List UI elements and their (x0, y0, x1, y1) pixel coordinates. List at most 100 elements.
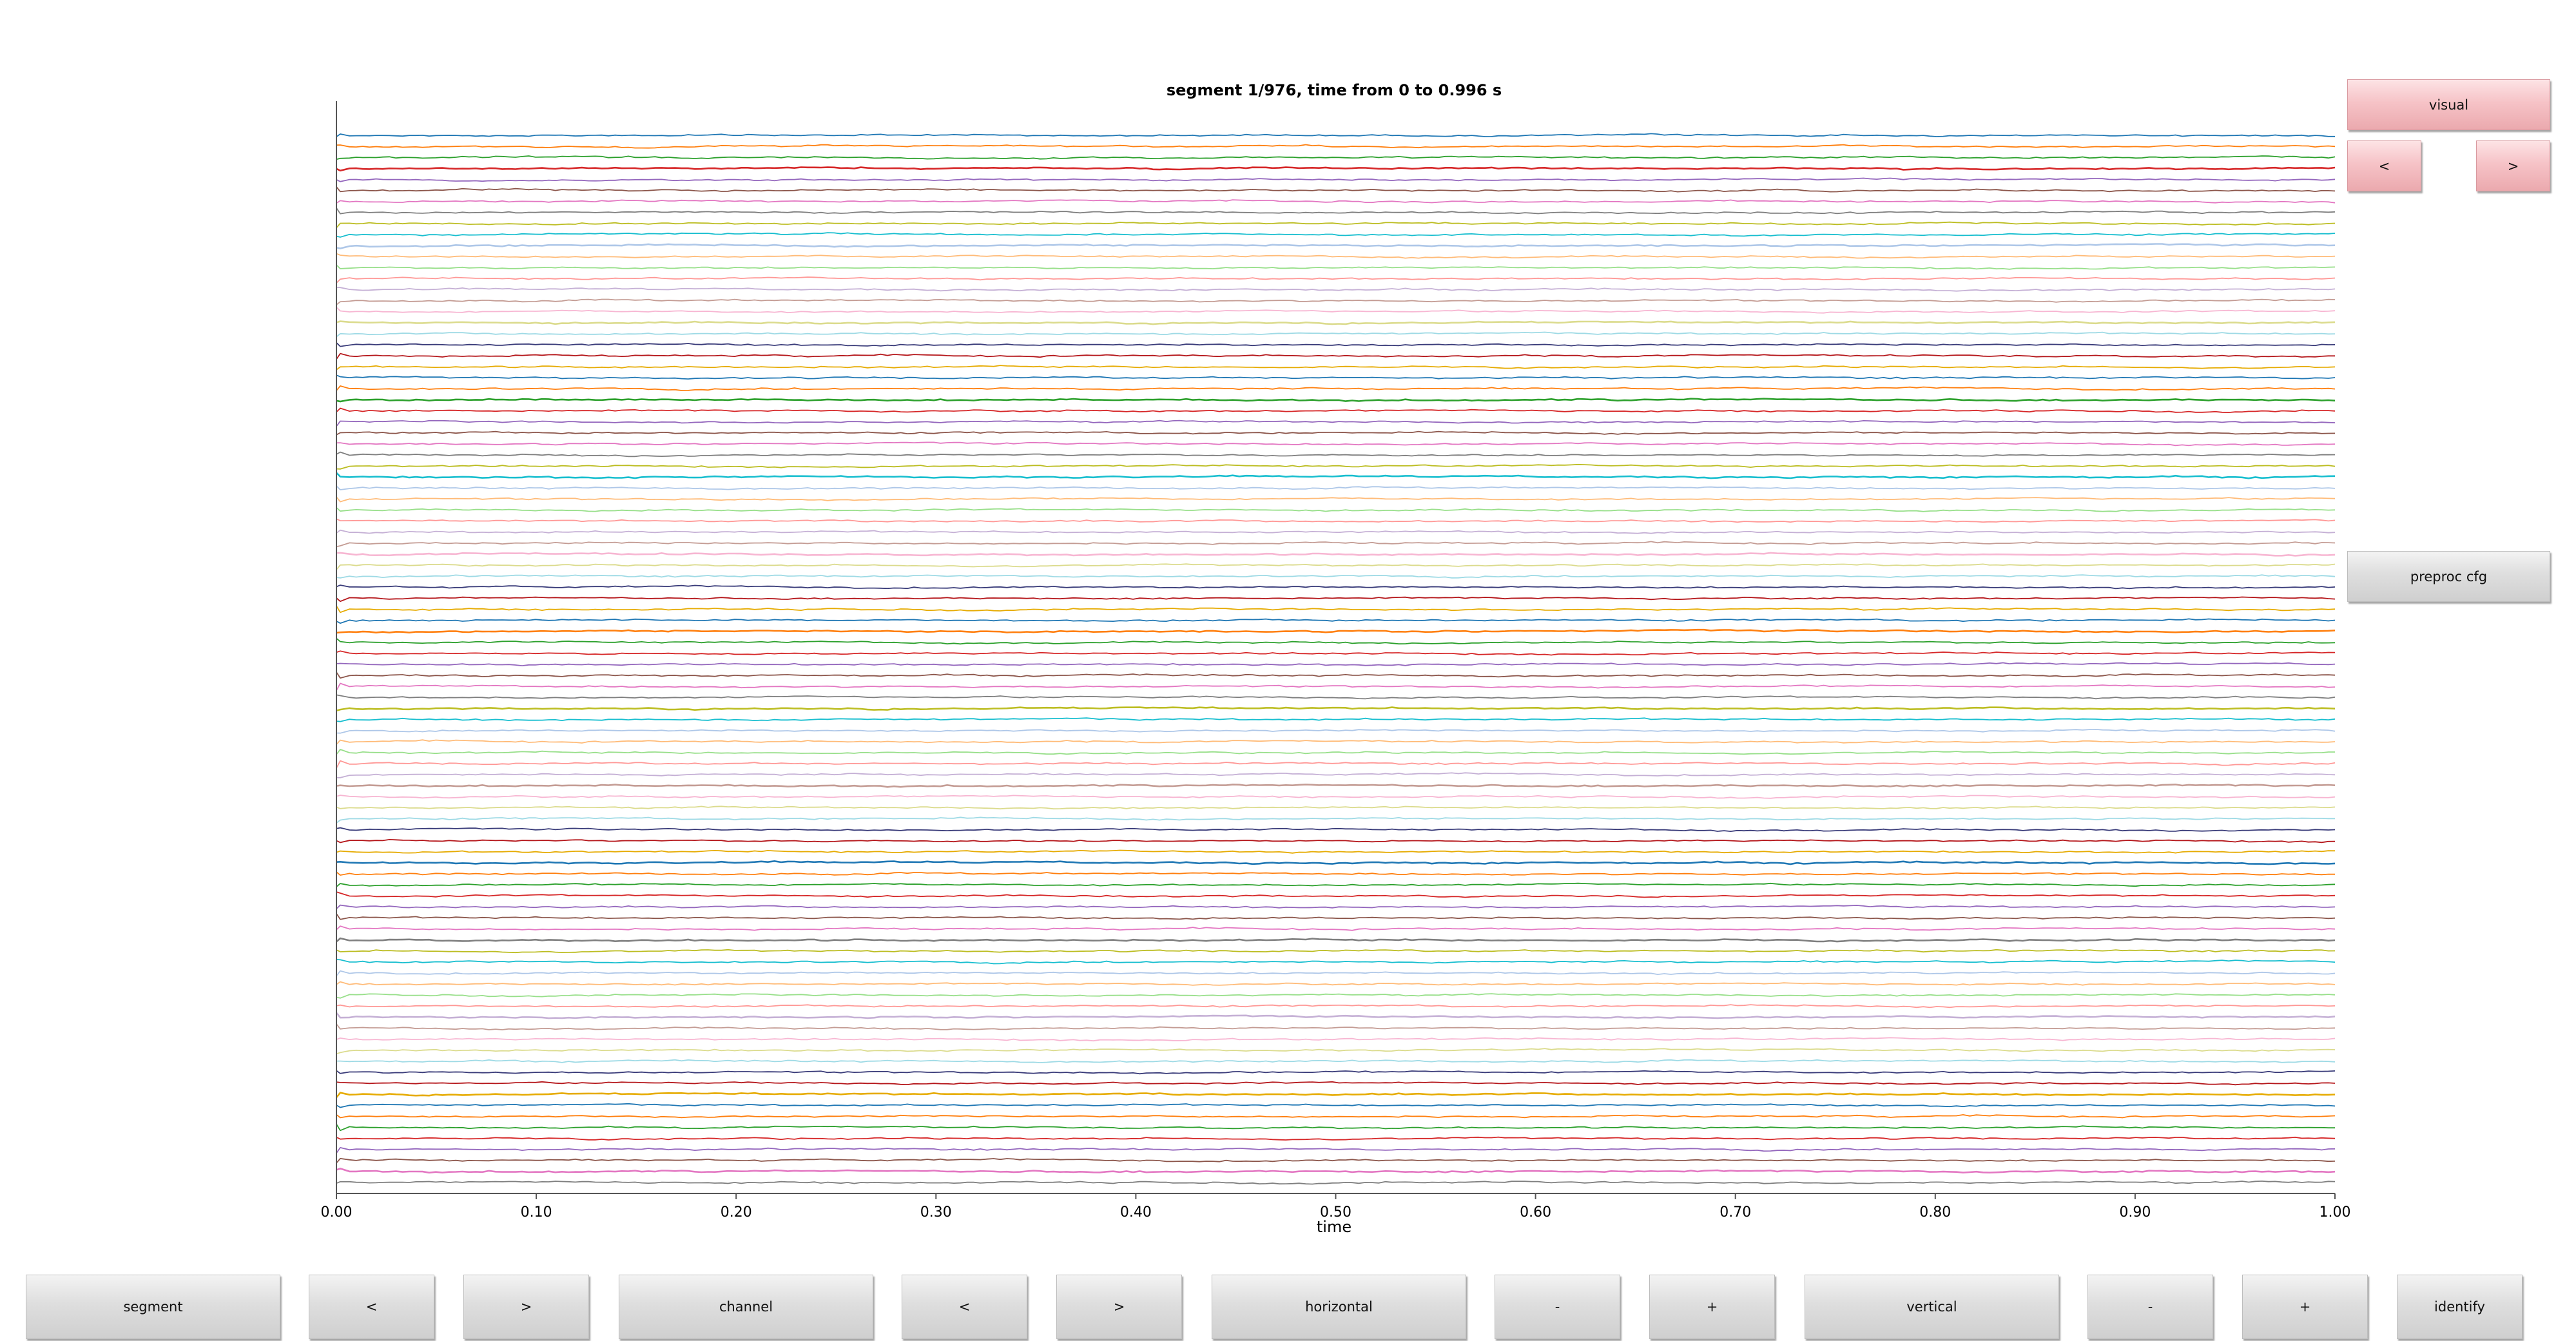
channel-trace (336, 298, 2336, 305)
channel-trace (336, 352, 2335, 360)
channel-trace (336, 891, 2336, 898)
segment-next-button[interactable]: > (463, 1275, 589, 1339)
channel-trace (336, 155, 2336, 160)
channel-trace (336, 860, 2336, 865)
channel-trace (336, 472, 2336, 479)
channel-trace (336, 981, 2336, 986)
channel-trace (336, 496, 2336, 503)
x-tick-label: 0.50 (1320, 1204, 1351, 1220)
channel-trace (336, 628, 2336, 634)
channel-trace (336, 816, 2335, 824)
channel-trace (336, 772, 2336, 778)
x-tick-label: 0.80 (1919, 1204, 1951, 1220)
vertical-plus-button[interactable]: + (2242, 1275, 2368, 1339)
channel-trace (336, 913, 2336, 920)
channel-trace (336, 232, 2336, 238)
segment-prev-button[interactable]: < (309, 1275, 434, 1339)
channel-trace (336, 993, 2336, 999)
x-axis-ticks: 0.00 0.10 0.20 0.30 0.40 0.50 0.60 0.70 0.80 0.90… (321, 1193, 2351, 1220)
channel-trace (336, 739, 2336, 745)
channel-trace (335, 1012, 2336, 1019)
channel-trace (336, 485, 2336, 490)
channel-trace (336, 374, 2336, 380)
channel-trace (336, 1037, 2336, 1042)
x-tick-label: 0.20 (721, 1204, 752, 1220)
channel-trace (336, 385, 2336, 391)
channel-trace (336, 959, 2336, 965)
channel-trace (336, 518, 2336, 523)
channel-trace (336, 430, 2336, 436)
channel-trace (336, 420, 2336, 427)
preproc-cfg-button[interactable]: preproc cfg (2347, 551, 2550, 602)
vertical-button[interactable]: vertical (1805, 1275, 2059, 1339)
channel-trace (336, 1146, 2336, 1153)
channel-trace (336, 407, 2336, 414)
channel-trace (336, 1114, 2336, 1119)
channel-trace (336, 1157, 2336, 1164)
channel-trace (336, 728, 2336, 734)
x-tick-label: 0.30 (920, 1204, 952, 1220)
x-axis-label: time (1317, 1218, 1351, 1236)
horizontal-button[interactable]: horizontal (1212, 1275, 1466, 1339)
channel-trace (336, 650, 2336, 656)
channel-trace (336, 584, 2336, 590)
channel-trace (336, 552, 2336, 557)
channel-trace (336, 671, 2336, 679)
channel-trace (336, 331, 2336, 338)
channel-trace (336, 596, 2336, 603)
channel-trace (336, 694, 2336, 700)
channel-prev-button[interactable]: < (902, 1275, 1027, 1339)
channel-trace (336, 1023, 2336, 1030)
channel-trace (336, 706, 2336, 712)
channel-trace (336, 1048, 2336, 1055)
channel-trace (336, 937, 2336, 943)
channel-trace (336, 574, 2336, 579)
channel-trace (336, 365, 2336, 371)
channel-next-button[interactable]: > (1056, 1275, 1182, 1339)
channel-trace (336, 563, 2336, 570)
channel-trace (336, 1081, 2336, 1086)
x-tick-label: 0.70 (1719, 1204, 1751, 1220)
channel-button[interactable]: channel (619, 1275, 873, 1339)
channel-trace (336, 662, 2336, 667)
identify-button[interactable]: identify (2397, 1275, 2523, 1339)
visual-button[interactable]: visual (2347, 79, 2550, 130)
channel-trace (336, 264, 2336, 270)
channel-trace (336, 1168, 2336, 1174)
channel-trace (336, 1103, 2336, 1108)
channel-trace (336, 253, 2336, 259)
visual-prev-button[interactable]: < (2347, 140, 2421, 191)
channel-trace (336, 784, 2336, 788)
x-tick-label: 0.90 (2119, 1204, 2151, 1220)
channel-trace (336, 871, 2336, 876)
x-tick-label: 1.00 (2319, 1204, 2351, 1220)
channel-trace (336, 1124, 2335, 1132)
segment-button[interactable]: segment (26, 1275, 280, 1339)
channel-trace (336, 638, 2336, 645)
channel-trace (336, 307, 2336, 314)
channel-trace (336, 748, 2335, 755)
x-tick-label: 0.40 (1120, 1204, 1152, 1220)
channel-trace (336, 849, 2336, 854)
vertical-minus-button[interactable]: - (2087, 1275, 2213, 1339)
channel-trace (336, 207, 2336, 215)
channel-trace (336, 166, 2336, 172)
channel-trace (336, 925, 2336, 931)
horizontal-plus-button[interactable]: + (1649, 1275, 1775, 1339)
traces-group (335, 133, 2336, 1185)
channel-trace (336, 949, 2336, 954)
channel-trace (336, 177, 2336, 182)
channel-trace (336, 838, 2336, 844)
channel-trace (336, 1004, 2336, 1008)
channel-trace (336, 398, 2336, 403)
channel-trace (336, 199, 2336, 204)
channel-trace (336, 682, 2336, 691)
plot-title: segment 1/976, time from 0 to 0.996 s (1167, 81, 1502, 99)
channel-trace (336, 441, 2336, 447)
channel-trace (336, 529, 2336, 534)
channel-trace (336, 507, 2336, 512)
horizontal-minus-button[interactable]: - (1495, 1275, 1620, 1339)
visual-next-button[interactable]: > (2476, 140, 2550, 191)
